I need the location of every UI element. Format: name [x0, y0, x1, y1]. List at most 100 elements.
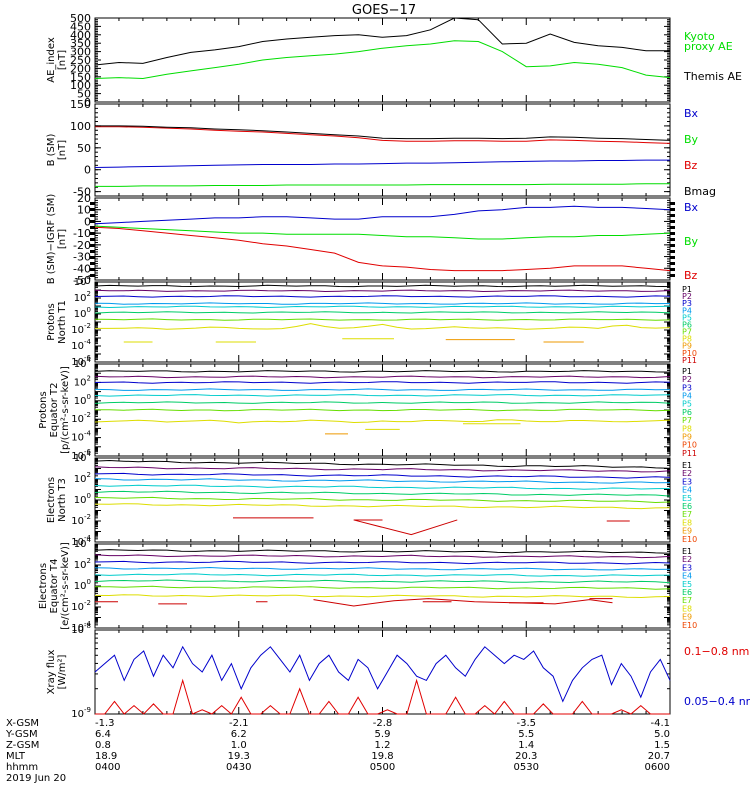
- channel-label: E10: [682, 621, 697, 630]
- y-tick-base: 10: [71, 625, 84, 636]
- plot-area: [94, 370, 671, 435]
- edge-mark: [90, 238, 95, 241]
- x-row-value: -1.3: [95, 718, 115, 729]
- y-tick-exponent: 2: [87, 290, 91, 298]
- y-tick-exponent: 0: [87, 492, 91, 500]
- channel-label: P2: [682, 375, 692, 384]
- y-tick-base: 10: [71, 414, 84, 425]
- legend-entry: 0.1−0.8 nm: [684, 645, 749, 658]
- edge-mark: [670, 274, 675, 277]
- plot-title: GOES−17: [352, 3, 416, 18]
- channel-label: P8: [682, 424, 692, 433]
- y-tick-base: 10: [74, 560, 87, 571]
- series-line-bz: [94, 226, 671, 272]
- edge-mark: [90, 250, 95, 253]
- y-tick-base: 10: [71, 341, 84, 352]
- edge-mark: [670, 238, 675, 241]
- edge-mark: [90, 208, 95, 211]
- flux-channel-P1: [94, 370, 671, 373]
- y-tick-label: 50: [77, 88, 91, 101]
- series-line-kyoto-proxy-ae: [94, 40, 671, 80]
- y-tick-exponent: 4: [87, 274, 92, 282]
- flux-channel-P6: [94, 401, 671, 404]
- panel-frame: [94, 197, 671, 281]
- plot-area: [94, 459, 671, 536]
- x-row-value: 0530: [514, 762, 539, 773]
- flux-channel-P7: [94, 318, 671, 321]
- x-row-value: 6.4: [95, 729, 111, 740]
- series-line-themis-ae: [94, 17, 670, 66]
- y-axis-label: [nT]: [57, 50, 68, 70]
- flux-channel-E2: [94, 554, 671, 559]
- series-line-by: [94, 225, 671, 240]
- plot-area: [94, 125, 671, 187]
- x-axis-labels: X-GSM -1.3 -2.1 -2.8 -3.5 -4.1 Y-GSM 6.4 6.2 5.9 5…: [5, 718, 670, 784]
- y-tick-label: -30: [73, 251, 91, 264]
- y-tick-label: 300: [70, 46, 91, 59]
- edge-mark: [90, 202, 95, 205]
- channel-label: E10: [682, 535, 697, 544]
- y-tick-exponent: -4: [84, 620, 92, 628]
- y-tick-base: 10: [74, 377, 87, 388]
- x-row-label: Z-GSM: [6, 740, 39, 751]
- y-tick-base: 10: [71, 537, 84, 548]
- y-tick-label: 10: [77, 204, 91, 217]
- flux-channel-E5: [94, 484, 671, 490]
- channel-label: P4: [682, 306, 692, 315]
- y-tick-label: 200: [70, 62, 91, 75]
- plot-area: [94, 17, 671, 80]
- y-tick-label: 100: [74, 393, 91, 407]
- series-line-0-05-0-4-nm: [94, 645, 671, 703]
- y-tick-label: 10-2: [71, 411, 91, 425]
- y-tick-base: 10: [74, 539, 87, 550]
- channel-label: E1: [682, 461, 692, 470]
- channel-label: P10: [682, 441, 697, 450]
- y-tick-base: 10: [71, 516, 84, 527]
- x-row-value: -4.1: [650, 718, 670, 729]
- legend-entry: Bmag: [684, 185, 716, 198]
- channel-label: E5: [682, 580, 692, 589]
- flux-channel-E3: [94, 560, 671, 565]
- y-tick-base: 10: [71, 602, 84, 613]
- channel-label: E5: [682, 494, 692, 503]
- y-tick-label: 250: [70, 54, 91, 67]
- plot-area: [94, 549, 671, 607]
- edge-mark: [670, 250, 675, 253]
- flux-channel-E1: [94, 549, 671, 554]
- flux-channel-P6: [94, 311, 671, 314]
- y-tick-base: 10: [71, 433, 84, 444]
- x-row-value: 20.7: [648, 751, 670, 762]
- y-tick-base: 10: [74, 359, 87, 370]
- channel-label: E6: [682, 502, 692, 511]
- x-row-value: 0400: [95, 762, 120, 773]
- flux-channel-E4: [94, 478, 671, 484]
- channel-label: E8: [682, 604, 692, 613]
- y-tick-label: 450: [70, 20, 91, 33]
- channel-label: P8: [682, 335, 692, 344]
- channel-label: E4: [682, 486, 692, 495]
- legend-entry: Bx: [684, 107, 699, 120]
- x-row-value: -3.5: [516, 718, 536, 729]
- series-line-0-1-0-8-nm: [95, 678, 670, 715]
- channel-label: P1: [682, 285, 692, 294]
- flux-channel-E7: [94, 496, 671, 504]
- x-row-value: 5.0: [654, 729, 670, 740]
- y-tick-exponent: -6: [84, 354, 92, 362]
- y-axis-label: B (SM): [46, 133, 57, 166]
- flux-channel-P3: [94, 295, 671, 298]
- channel-label: E9: [682, 613, 692, 622]
- y-tick-exponent: 0: [87, 393, 91, 401]
- y-tick-label: 10-2: [71, 599, 91, 613]
- edge-mark: [90, 262, 95, 265]
- y-tick-label: 102: [74, 290, 91, 304]
- y-tick-exponent: -2: [84, 513, 91, 521]
- y-axis-label: [p/(cm²-s-sr-keV)]: [60, 366, 71, 454]
- y-tick-label: 102: [74, 471, 91, 485]
- flux-wiggle: [313, 598, 613, 607]
- plot-area: [94, 205, 671, 272]
- x-row-value: 0600: [645, 762, 670, 773]
- y-tick-base: 10: [74, 293, 87, 304]
- y-axis-label: B (SM)−IGRF (SM): [46, 194, 57, 285]
